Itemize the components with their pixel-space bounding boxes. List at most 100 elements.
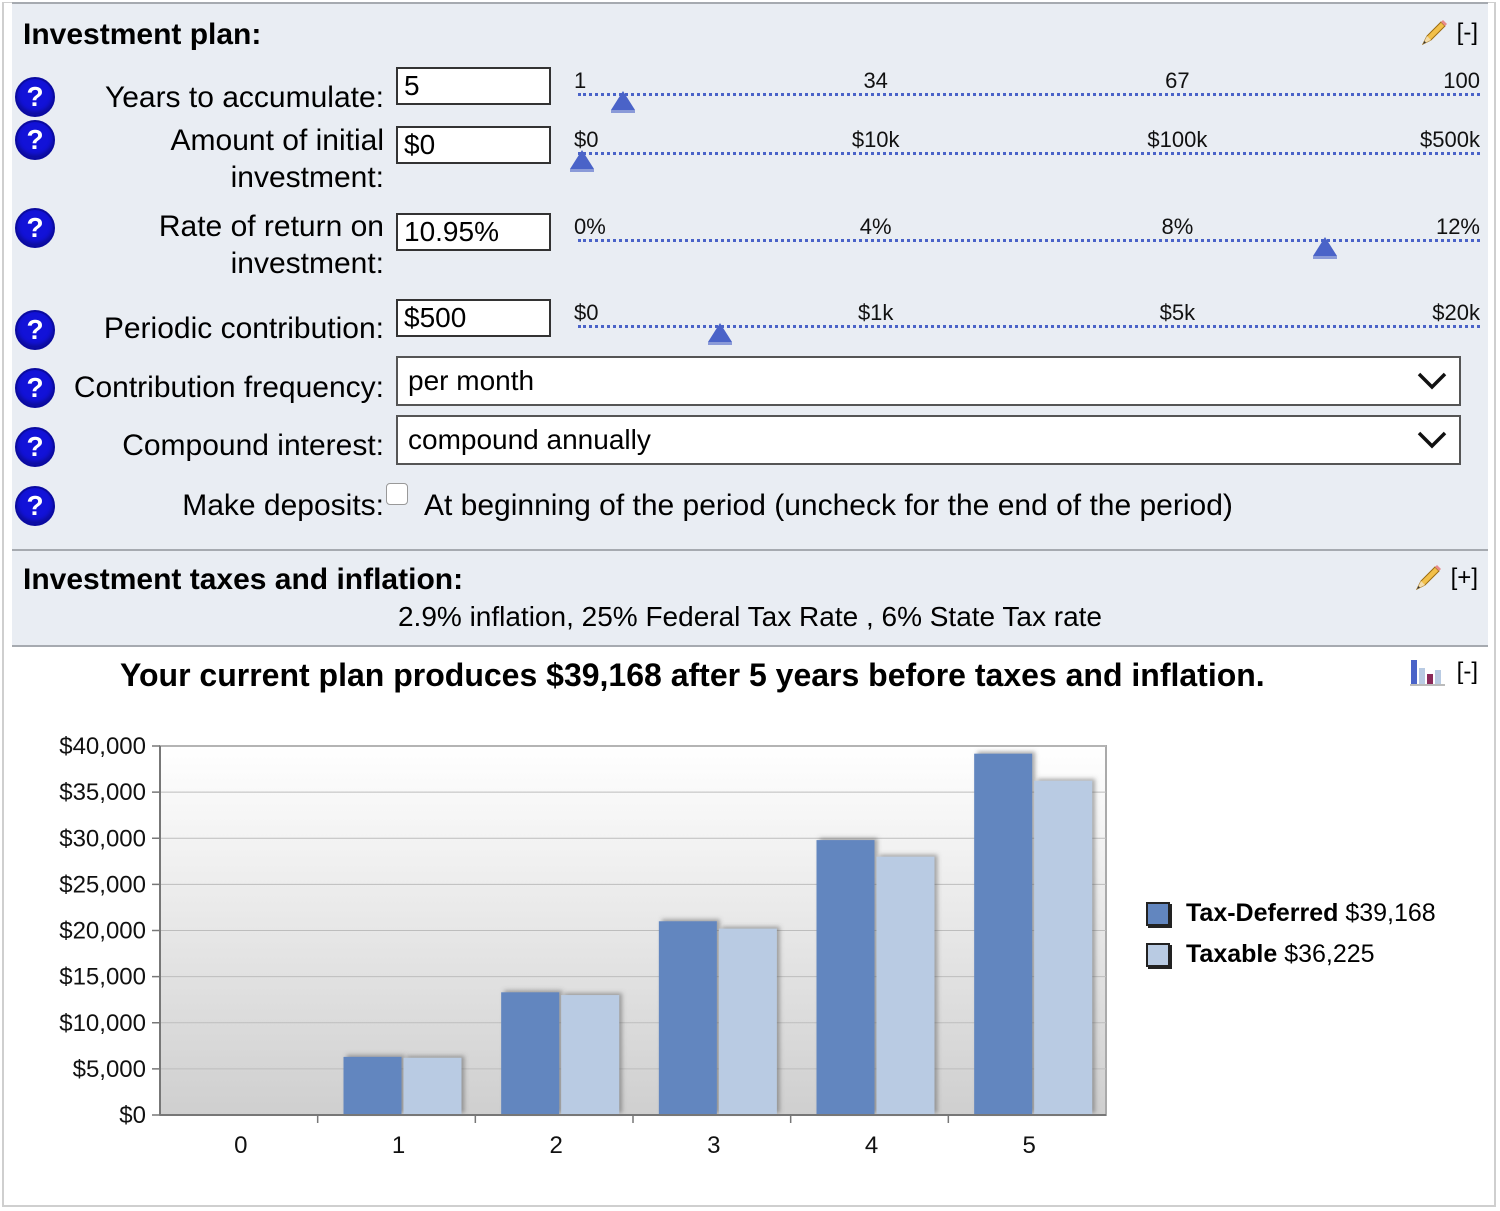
bar-taxable-1 <box>403 1057 462 1115</box>
x-tick-label: 4 <box>865 1132 878 1159</box>
bar-taxable-5 <box>1034 780 1093 1115</box>
pencil-icon[interactable] <box>1419 18 1449 48</box>
bar-taxable-2 <box>561 995 620 1115</box>
y-tick-label: $25,000 <box>59 871 146 898</box>
legend-swatch-taxable <box>1146 942 1170 967</box>
initial-investment-input[interactable]: $0 <box>396 126 551 164</box>
bar-taxable-4 <box>876 856 935 1115</box>
x-tick-label: 0 <box>234 1132 247 1159</box>
y-tick-label: $20,000 <box>59 918 146 945</box>
slider-tick-label: 4% <box>859 214 892 239</box>
slider-tick-label: 12% <box>1435 214 1480 239</box>
help-icon-rate[interactable]: ? <box>15 208 55 248</box>
taxes-corner-controls: [+] <box>1413 563 1478 593</box>
y-tick-label: $10,000 <box>59 1010 146 1037</box>
legend-swatch-tax-deferred <box>1146 901 1170 926</box>
slider-tick-label: $5k <box>1159 300 1196 325</box>
deposits-label: Make deposits: <box>182 489 384 522</box>
slider-thumb[interactable] <box>1312 236 1338 260</box>
x-tick-label: 3 <box>707 1132 720 1159</box>
x-tick-label: 1 <box>392 1132 405 1159</box>
result-summary-title: Your current plan produces $39,168 after… <box>120 657 1265 693</box>
investment-plan-title: Investment plan: <box>23 18 262 51</box>
frequency-select[interactable]: per month <box>396 356 1461 406</box>
taxes-expand-toggle[interactable]: [+] <box>1450 564 1478 591</box>
taxes-inflation-title: Investment taxes and inflation: <box>23 563 464 596</box>
compound-selected-value: compound annually <box>408 424 651 455</box>
chevron-down-icon <box>1417 372 1447 390</box>
rate-of-return-label: Rate of return on investment: <box>158 210 384 280</box>
deposits-option-text: At beginning of the period (uncheck for … <box>424 489 1233 522</box>
slider-tick-label: $100k <box>1147 127 1208 152</box>
chart-collapse-toggle[interactable]: [-] <box>1456 658 1478 685</box>
slider-track[interactable] <box>578 239 1480 242</box>
y-tick-label: $0 <box>119 1102 146 1129</box>
legend-label-taxable: Taxable <box>1186 940 1278 968</box>
periodic-contribution-label: Periodic contribution: <box>103 312 384 345</box>
slider-tick-label: $500k <box>1420 127 1480 152</box>
help-icon-years[interactable]: ? <box>15 77 55 117</box>
bar-chart-icon[interactable] <box>1409 658 1449 686</box>
slider-tick-label: $0 <box>574 127 599 152</box>
help-icon-initial[interactable]: ? <box>15 120 55 160</box>
bar-tax-deferred-1 <box>343 1056 402 1115</box>
rate-of-return-slider[interactable]: 0% 4% 8% 12% <box>574 214 1480 259</box>
slider-tick-label: 100 <box>1443 68 1480 93</box>
slider-thumb[interactable] <box>569 149 595 173</box>
bar-tax-deferred-3 <box>658 921 717 1115</box>
slider-tick-label: 8% <box>1161 214 1194 239</box>
slider-tick-label: 1 <box>574 68 587 93</box>
chart-corner-controls: [-] <box>1409 658 1478 686</box>
legend-value-tax-deferred: $39,168 <box>1345 899 1436 927</box>
legend-value-taxable: $36,225 <box>1284 940 1375 968</box>
slider-tick-label: $20k <box>1432 300 1480 325</box>
initial-investment-slider[interactable]: $0 $10k $100k $500k <box>570 127 1480 172</box>
help-icon-frequency[interactable]: ? <box>15 368 55 408</box>
legend-label-tax-deferred: Tax-Deferred <box>1186 899 1339 927</box>
plan-collapse-toggle[interactable]: [-] <box>1456 19 1478 46</box>
legend-item-tax-deferred: Tax-Deferred $39,168 <box>1146 899 1436 928</box>
help-icon-contribution[interactable]: ? <box>15 310 55 350</box>
years-slider[interactable]: 1 34 67 100 <box>574 68 1480 113</box>
x-tick-label: 5 <box>1022 1132 1035 1159</box>
slider-tick-label: $1k <box>857 300 894 325</box>
compound-select[interactable]: compound annually <box>396 415 1461 465</box>
slider-thumb[interactable] <box>610 90 636 114</box>
help-icon-compound[interactable]: ? <box>15 427 55 467</box>
slider-tick-label: $10k <box>851 127 900 152</box>
years-input[interactable]: 5 <box>396 67 551 105</box>
rate-of-return-input[interactable]: 10.95% <box>396 213 551 251</box>
help-icon-deposits[interactable]: ? <box>15 486 55 526</box>
plan-corner-controls: [-] <box>1419 18 1478 48</box>
initial-investment-label: Amount of initial investment: <box>170 124 384 194</box>
legend-item-taxable: Taxable $36,225 <box>1146 940 1375 969</box>
bar-tax-deferred-2 <box>501 992 560 1115</box>
slider-thumb[interactable] <box>707 322 733 346</box>
growth-bar-chart: $0 $5,000 $10,000 $15,000 $20,000 $25,000 $30,… <box>59 733 1107 1159</box>
frequency-selected-value: per month <box>408 365 535 396</box>
slider-tick-label: 0% <box>574 214 606 239</box>
frequency-label: Contribution frequency: <box>73 371 384 404</box>
y-tick-label: $15,000 <box>59 964 146 991</box>
deposits-checkbox[interactable] <box>386 483 408 505</box>
slider-tick-label: 67 <box>1165 68 1190 93</box>
bar-tax-deferred-4 <box>816 840 875 1115</box>
y-tick-label: $35,000 <box>59 779 146 806</box>
slider-track[interactable] <box>578 325 1480 328</box>
years-label: Years to accumulate: <box>104 81 384 114</box>
chevron-down-icon <box>1417 431 1447 449</box>
bar-taxable-3 <box>718 928 777 1115</box>
taxes-summary: 2.9% inflation, 25% Federal Tax Rate , 6… <box>397 601 1103 632</box>
slider-track[interactable] <box>578 93 1480 96</box>
pencil-icon[interactable] <box>1413 563 1443 593</box>
bar-tax-deferred-5 <box>974 753 1033 1115</box>
periodic-contribution-input[interactable]: $500 <box>396 299 551 337</box>
slider-tick-label: $0 <box>574 300 599 325</box>
x-tick-label: 2 <box>549 1132 562 1159</box>
y-tick-label: $30,000 <box>59 825 146 852</box>
slider-track[interactable] <box>578 152 1480 155</box>
periodic-contribution-slider[interactable]: $0 $1k $5k $20k <box>574 300 1480 345</box>
compound-label: Compound interest: <box>122 429 384 462</box>
y-tick-label: $40,000 <box>59 733 146 760</box>
taxes-inflation-panel: Investment taxes and inflation: [+] 2.9%… <box>12 549 1488 647</box>
